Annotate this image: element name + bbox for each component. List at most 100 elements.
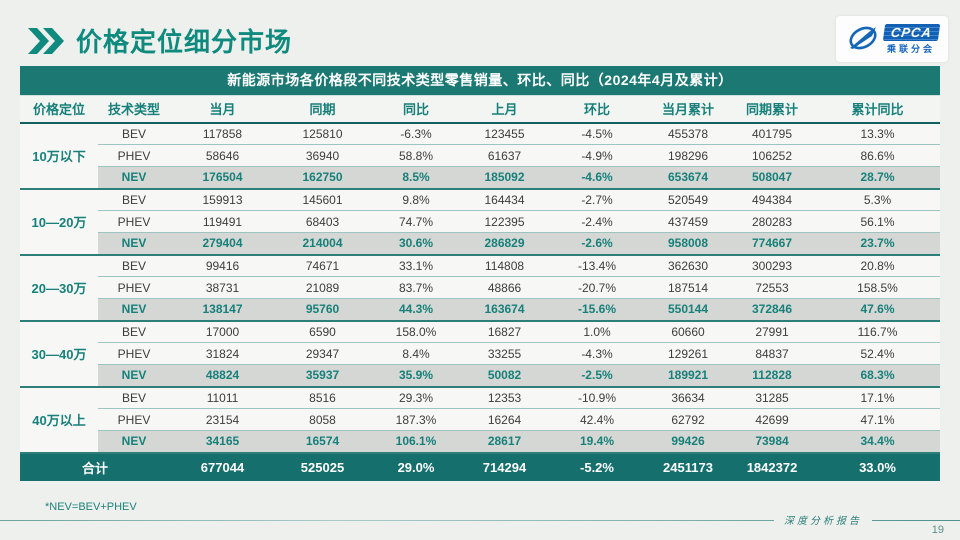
value-cell: 9.8% (370, 188, 462, 211)
value-cell: 8.4% (370, 342, 462, 365)
value-cell: 56.1% (815, 210, 940, 233)
value-cell: -10.9% (547, 386, 647, 409)
value-cell: 48866 (462, 276, 547, 299)
group-label: 10万以下 (20, 122, 98, 190)
value-cell: 158.5% (815, 276, 940, 299)
value-cell: 455378 (647, 122, 729, 145)
value-cell: 23154 (170, 408, 275, 431)
value-cell: -6.3% (370, 122, 462, 145)
value-cell: 189921 (647, 364, 729, 388)
page-title: 价格定位细分市场 (76, 27, 293, 57)
table-row: NEV 138147 95760 44.3% 163674 -15.6% 550144 372… (20, 298, 940, 322)
value-cell: 1.0% (547, 320, 647, 343)
value-cell: 52.4% (815, 342, 940, 365)
value-cell: 520549 (647, 188, 729, 211)
table-row: NEV 176504 162750 8.5% 185092 -4.6% 653674 5080… (20, 166, 940, 190)
value-cell: 48824 (170, 364, 275, 388)
footer-label: 深度分析报告 (774, 512, 872, 527)
value-cell: 50082 (462, 364, 547, 388)
value-cell: 8058 (275, 408, 370, 431)
value-cell: 112828 (729, 364, 815, 388)
value-cell: 114808 (462, 254, 547, 277)
value-cell: 774667 (729, 232, 815, 256)
value-cell: 73984 (729, 430, 815, 454)
value-cell: 653674 (647, 166, 729, 190)
page-number: 19 (931, 524, 944, 536)
total-value-cell: 677044 (170, 452, 275, 481)
tech-type-cell: PHEV (98, 276, 170, 299)
logo-swoosh-icon (849, 26, 877, 50)
tech-type-cell: BEV (98, 254, 170, 277)
value-cell: 286829 (462, 232, 547, 256)
value-cell: 158.0% (370, 320, 462, 343)
value-cell: 958008 (647, 232, 729, 256)
value-cell: 6590 (275, 320, 370, 343)
value-cell: 16574 (275, 430, 370, 454)
value-cell: 33.1% (370, 254, 462, 277)
table-row: NEV 48824 35937 35.9% 50082 -2.5% 189921 112828… (20, 364, 940, 388)
value-cell: 42699 (729, 408, 815, 431)
value-cell: 362630 (647, 254, 729, 277)
table-row: NEV 34165 16574 106.1% 28617 19.4% 99426 73984 3… (20, 430, 940, 454)
value-cell: 11011 (170, 386, 275, 409)
tech-type-cell: BEV (98, 122, 170, 145)
value-cell: 99416 (170, 254, 275, 277)
tech-type-cell: PHEV (98, 144, 170, 167)
value-cell: 21089 (275, 276, 370, 299)
value-cell: -2.4% (547, 210, 647, 233)
table-title-bar: 新能源市场各价格段不同技术类型零售销量、环比、同比（2024年4月及累计） (20, 66, 940, 95)
value-cell: 47.1% (815, 408, 940, 431)
value-cell: 279404 (170, 232, 275, 256)
column-header: 技术类型 (98, 95, 170, 124)
value-cell: 187514 (647, 276, 729, 299)
value-cell: -4.3% (547, 342, 647, 365)
value-cell: 106252 (729, 144, 815, 167)
value-cell: 86.6% (815, 144, 940, 167)
value-cell: -2.7% (547, 188, 647, 211)
value-cell: 8516 (275, 386, 370, 409)
column-header: 上月 (462, 95, 547, 124)
value-cell: 62792 (647, 408, 729, 431)
value-cell: 30.6% (370, 232, 462, 256)
table-row: NEV 279404 214004 30.6% 286829 -2.6% 958008 774… (20, 232, 940, 256)
table-row: 10万以下 BEV 117858 125810 -6.3% 123455 -4.5% 4553… (20, 122, 940, 190)
value-cell: 44.3% (370, 298, 462, 322)
value-cell: 28.7% (815, 166, 940, 190)
value-cell: 187.3% (370, 408, 462, 431)
value-cell: 72553 (729, 276, 815, 299)
value-cell: 36940 (275, 144, 370, 167)
value-cell: 19.4% (547, 430, 647, 454)
value-cell: 31824 (170, 342, 275, 365)
title-chevron-icon (28, 27, 64, 54)
value-cell: 123455 (462, 122, 547, 145)
value-cell: -4.5% (547, 122, 647, 145)
value-cell: 8.5% (370, 166, 462, 190)
value-cell: 28617 (462, 430, 547, 454)
value-cell: 31285 (729, 386, 815, 409)
value-cell: 20.8% (815, 254, 940, 277)
tech-type-cell: BEV (98, 320, 170, 343)
column-header: 累计同比 (815, 95, 940, 124)
value-cell: 60660 (647, 320, 729, 343)
value-cell: 99426 (647, 430, 729, 454)
logo-subtitle: 乘联分会 (886, 43, 935, 54)
value-cell: 84837 (729, 342, 815, 365)
value-cell: 5.3% (815, 188, 940, 211)
value-cell: 17000 (170, 320, 275, 343)
total-value-cell: 29.0% (370, 452, 462, 481)
tech-type-cell: NEV (98, 364, 170, 388)
table-row: PHEV 58646 36940 58.8% 61637 -4.9% 198296 10625… (20, 144, 940, 167)
value-cell: -13.4% (547, 254, 647, 277)
tech-type-cell: PHEV (98, 408, 170, 431)
table-row: 20—30万 BEV 99416 74671 33.1% 114808 -13.4% 3626… (20, 254, 940, 322)
value-cell: 162750 (275, 166, 370, 190)
value-cell: 35937 (275, 364, 370, 388)
price-segment-table-wrap: 新能源市场各价格段不同技术类型零售销量、环比、同比（2024年4月及累计） 价格… (20, 66, 940, 481)
tech-type-cell: NEV (98, 232, 170, 256)
value-cell: 58.8% (370, 144, 462, 167)
value-cell: 280283 (729, 210, 815, 233)
value-cell: 58646 (170, 144, 275, 167)
tech-type-cell: BEV (98, 188, 170, 211)
value-cell: 198296 (647, 144, 729, 167)
value-cell: 34165 (170, 430, 275, 454)
